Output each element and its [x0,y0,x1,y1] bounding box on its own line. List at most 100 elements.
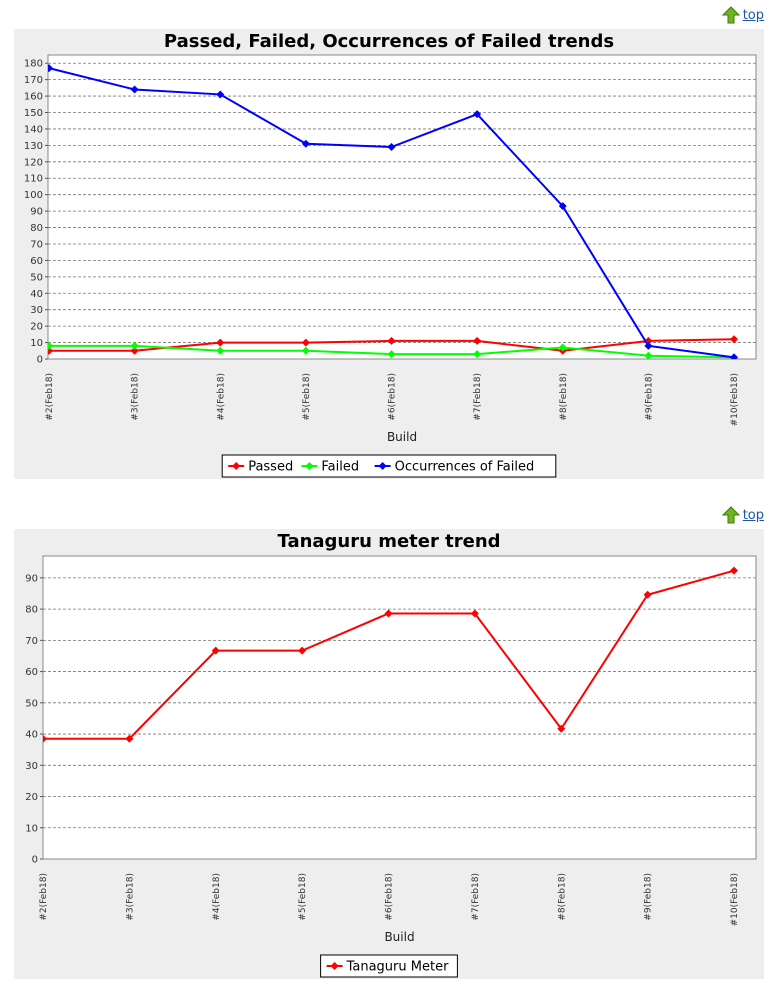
legend-swatch-marker [232,462,241,470]
x-tick-label: #10(Feb18) [730,873,740,926]
x-tick-label: #4(Feb18) [212,873,222,921]
top-link[interactable]: top [721,506,764,524]
data-point [301,139,310,148]
trend-chart: Passed, Failed, Occurrences of Failed tr… [24,31,757,478]
data-point [216,90,225,99]
x-tick-label: #2(Feb18) [39,873,49,921]
x-tick-label: #10(Feb18) [730,373,740,426]
x-tick-label: #6(Feb18) [385,873,395,921]
y-tick-label: 100 [24,190,43,201]
y-tick-label: 130 [24,141,43,152]
x-axis-label: Build [384,930,414,944]
data-point [558,202,567,211]
y-tick-label: 20 [25,792,38,803]
plot-area [47,54,757,360]
data-point [558,343,567,352]
x-tick-label: #5(Feb18) [302,373,312,421]
data-point [470,609,479,618]
x-axis-label: Build [387,430,417,444]
data-point [130,341,139,350]
data-point [384,609,393,618]
y-tick-label: 80 [30,223,43,234]
y-tick-label: 80 [25,605,38,616]
data-point [130,346,139,355]
y-tick-label: 90 [25,573,38,584]
data-point [301,346,310,355]
data-point [125,734,134,743]
y-tick-label: 110 [24,174,43,185]
data-point [730,353,738,359]
y-tick-label: 60 [25,667,38,678]
x-tick-label: #4(Feb18) [216,373,226,421]
chart-panel-meter: Tanaguru meter trend 0 10 20 30 40 50 60 70 80 90 #… [14,529,764,979]
legend-swatch-marker [330,962,339,970]
y-tick-label: 150 [24,108,43,119]
data-point [211,646,220,655]
up-arrow-icon [721,506,740,524]
data-point [473,350,482,359]
data-point [644,341,653,350]
y-tick-label: 90 [30,207,43,218]
data-point [43,734,47,743]
meter-chart: Tanaguru meter trend 0 10 20 30 40 50 60 70 80 90 #… [25,531,757,978]
data-point [644,351,653,359]
x-tick-label: #6(Feb18) [388,373,398,421]
y-tick-label: 120 [24,157,43,168]
x-tick-label: #2(Feb18) [45,373,55,421]
x-tick-label: #9(Feb18) [644,873,654,921]
y-tick-label: 70 [30,239,43,250]
y-tick-label: 10 [25,823,38,834]
x-tick-label: #3(Feb18) [131,373,141,421]
data-point [473,110,482,119]
data-point [557,724,566,733]
chart-panel-trend: Passed, Failed, Occurrences of Failed tr… [14,29,764,479]
top-link[interactable]: top [721,6,764,24]
data-point [298,646,307,655]
y-tick-label: 40 [25,730,38,741]
legend-label: Passed [248,460,293,475]
data-point [48,64,53,73]
y-tick-label: 30 [25,761,38,772]
top-link-label: top [742,7,764,23]
data-point [301,338,310,347]
plot-area [42,555,757,860]
x-tick-label: #5(Feb18) [298,873,308,921]
data-point [730,566,738,575]
x-tick-label: #7(Feb18) [471,873,481,921]
y-tick-label: 50 [25,698,38,709]
x-tick-label: #8(Feb18) [557,873,567,921]
chart-title: Tanaguru meter trend [277,531,500,552]
y-tick-label: 180 [24,59,43,70]
legend-box [320,954,458,978]
y-tick-label: 30 [30,305,43,316]
y-tick-label: 140 [24,124,43,135]
y-tick-label: 40 [30,289,43,300]
y-tick-label: 70 [25,636,38,647]
up-arrow-icon [721,6,740,24]
data-point [387,350,396,359]
legend-swatch-marker [378,462,387,470]
y-tick-label: 60 [30,256,43,267]
data-point [216,338,225,347]
x-tick-label: #9(Feb18) [644,373,654,421]
legend-swatch-marker [305,462,314,470]
data-point [730,335,738,344]
data-point [387,143,396,152]
y-tick-label: 160 [24,92,43,103]
x-tick-label: #3(Feb18) [125,873,135,921]
top-link-label: top [742,507,764,523]
y-tick-label: 0 [37,355,43,366]
y-tick-label: 20 [30,322,43,333]
legend-label: Failed [321,460,359,475]
data-point [130,85,139,94]
series-tanaguru-meter [43,566,738,743]
series-occurrences-of-failed [48,64,738,359]
x-tick-label: #8(Feb18) [559,373,569,421]
x-tick-label: #7(Feb18) [473,373,483,421]
chart-title: Passed, Failed, Occurrences of Failed tr… [164,31,614,52]
y-tick-label: 170 [24,75,43,86]
legend-label: Occurrences of Failed [395,460,535,475]
y-tick-label: 50 [30,272,43,283]
y-tick-label: 10 [30,338,43,349]
data-point [216,346,225,355]
